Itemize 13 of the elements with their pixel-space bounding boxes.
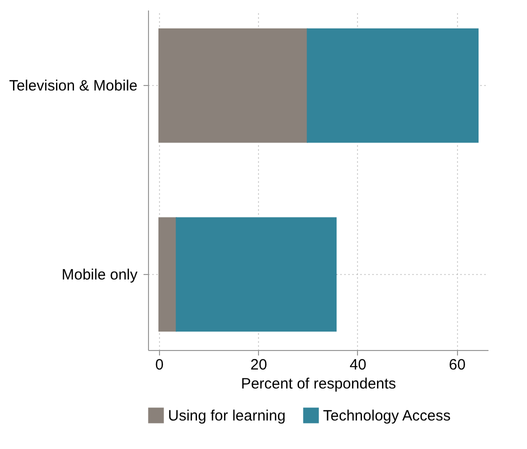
x-axis-title: Percent of respondents	[240, 376, 396, 392]
x-tick-label: 20	[250, 356, 268, 374]
bar	[176, 217, 337, 332]
bar	[306, 28, 479, 143]
x-tick-label: 0	[155, 356, 164, 374]
bar	[158, 28, 308, 143]
x-tick-label: 40	[350, 356, 366, 374]
legend-label: Using for learning	[168, 407, 286, 424]
legend-label: Technology Access	[323, 407, 451, 424]
bar	[158, 217, 177, 332]
y-tick-label: Television & Mobile	[9, 78, 138, 95]
y-tick-label: Mobile only	[62, 266, 138, 284]
x-tick-label: 60	[448, 356, 466, 374]
